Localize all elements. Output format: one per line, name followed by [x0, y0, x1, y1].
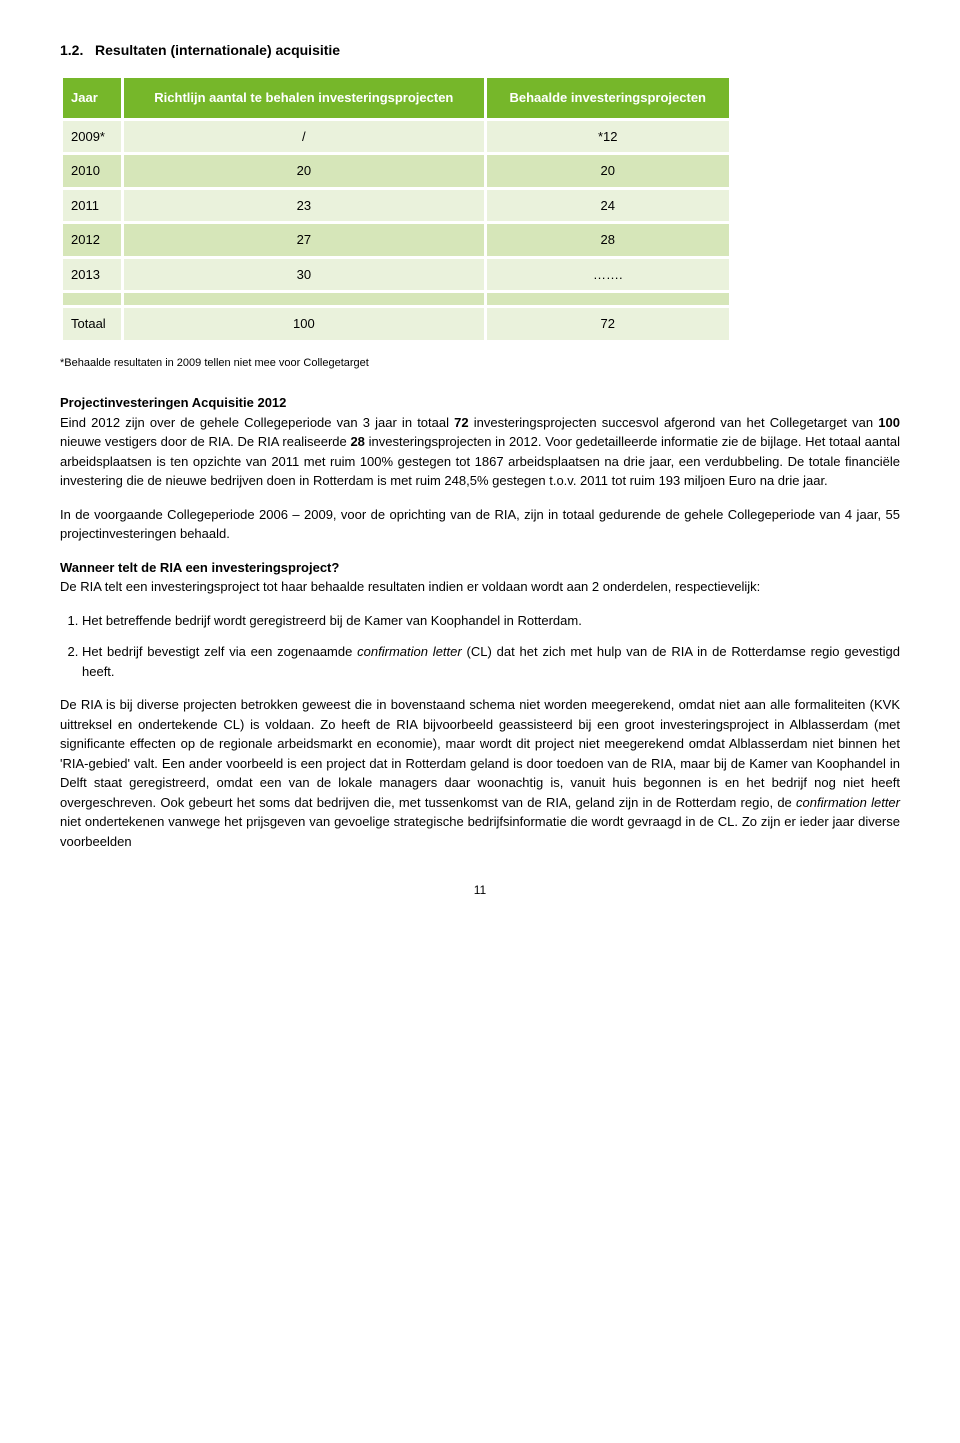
paragraph-diverse-projecten: De RIA is bij diverse projecten betrokke…	[60, 695, 900, 851]
paragraph-voorgaande: In de voorgaande Collegeperiode 2006 – 2…	[60, 505, 900, 544]
italic-confirmation-letter: confirmation letter	[796, 795, 900, 810]
paragraph-wanneer: Wanneer telt de RIA een investeringsproj…	[60, 558, 900, 597]
cell	[123, 292, 485, 307]
cell: 100	[123, 307, 485, 342]
italic-confirmation-letter: confirmation letter	[357, 644, 462, 659]
bold-100: 100	[878, 415, 900, 430]
cell: 27	[123, 223, 485, 258]
text: De RIA is bij diverse projecten betrokke…	[60, 697, 900, 810]
cell: 2013	[62, 257, 123, 292]
cell: 20	[123, 154, 485, 189]
text: investeringsprojecten succesvol afgerond…	[469, 415, 879, 430]
numbered-list: Het betreffende bedrijf wordt geregistre…	[60, 611, 900, 682]
list-item: Het bedrijf bevestigt zelf via een zogen…	[82, 642, 900, 681]
table-row-total: Totaal 100 72	[62, 307, 731, 342]
text: Eind 2012 zijn over de gehele Collegeper…	[60, 415, 454, 430]
cell: 24	[485, 188, 731, 223]
table-footnote: *Behaalde resultaten in 2009 tellen niet…	[60, 355, 900, 372]
text: niet ondertekenen vanwege het prijsgeven…	[60, 814, 900, 849]
text: De RIA telt een investeringsproject tot …	[60, 579, 760, 594]
results-table: Jaar Richtlijn aantal te behalen investe…	[60, 75, 732, 343]
cell: 2011	[62, 188, 123, 223]
cell: 2010	[62, 154, 123, 189]
cell: …….	[485, 257, 731, 292]
bold-28: 28	[350, 434, 364, 449]
th-richtlijn: Richtlijn aantal te behalen investerings…	[123, 77, 485, 120]
table-row: 2009* / *12	[62, 119, 731, 154]
table-row: 2012 27 28	[62, 223, 731, 258]
th-jaar: Jaar	[62, 77, 123, 120]
page-number: 11	[60, 881, 900, 899]
table-row: 2011 23 24	[62, 188, 731, 223]
cell: 20	[485, 154, 731, 189]
text: Het bedrijf bevestigt zelf via een zogen…	[82, 644, 357, 659]
bold-72: 72	[454, 415, 468, 430]
cell: 28	[485, 223, 731, 258]
cell: 23	[123, 188, 485, 223]
cell: Totaal	[62, 307, 123, 342]
section-heading: 1.2. Resultaten (internationale) acquisi…	[60, 40, 900, 61]
list-item: Het betreffende bedrijf wordt geregistre…	[82, 611, 900, 631]
cell	[485, 292, 731, 307]
table-row-empty	[62, 292, 731, 307]
section-number: 1.2.	[60, 42, 83, 58]
cell: /	[123, 119, 485, 154]
cell: 30	[123, 257, 485, 292]
cell	[62, 292, 123, 307]
sub-heading: Projectinvesteringen Acquisitie 2012	[60, 395, 286, 410]
sub-heading: Wanneer telt de RIA een investeringsproj…	[60, 560, 339, 575]
cell: *12	[485, 119, 731, 154]
table-header-row: Jaar Richtlijn aantal te behalen investe…	[62, 77, 731, 120]
th-behaalde: Behaalde investeringsprojecten	[485, 77, 731, 120]
paragraph-projectinvesteringen: Projectinvesteringen Acquisitie 2012 Ein…	[60, 393, 900, 491]
cell: 2009*	[62, 119, 123, 154]
cell: 72	[485, 307, 731, 342]
cell: 2012	[62, 223, 123, 258]
text: nieuwe vestigers door de RIA. De RIA rea…	[60, 434, 350, 449]
table-row: 2010 20 20	[62, 154, 731, 189]
table-row: 2013 30 …….	[62, 257, 731, 292]
section-title: Resultaten (internationale) acquisitie	[95, 42, 340, 58]
